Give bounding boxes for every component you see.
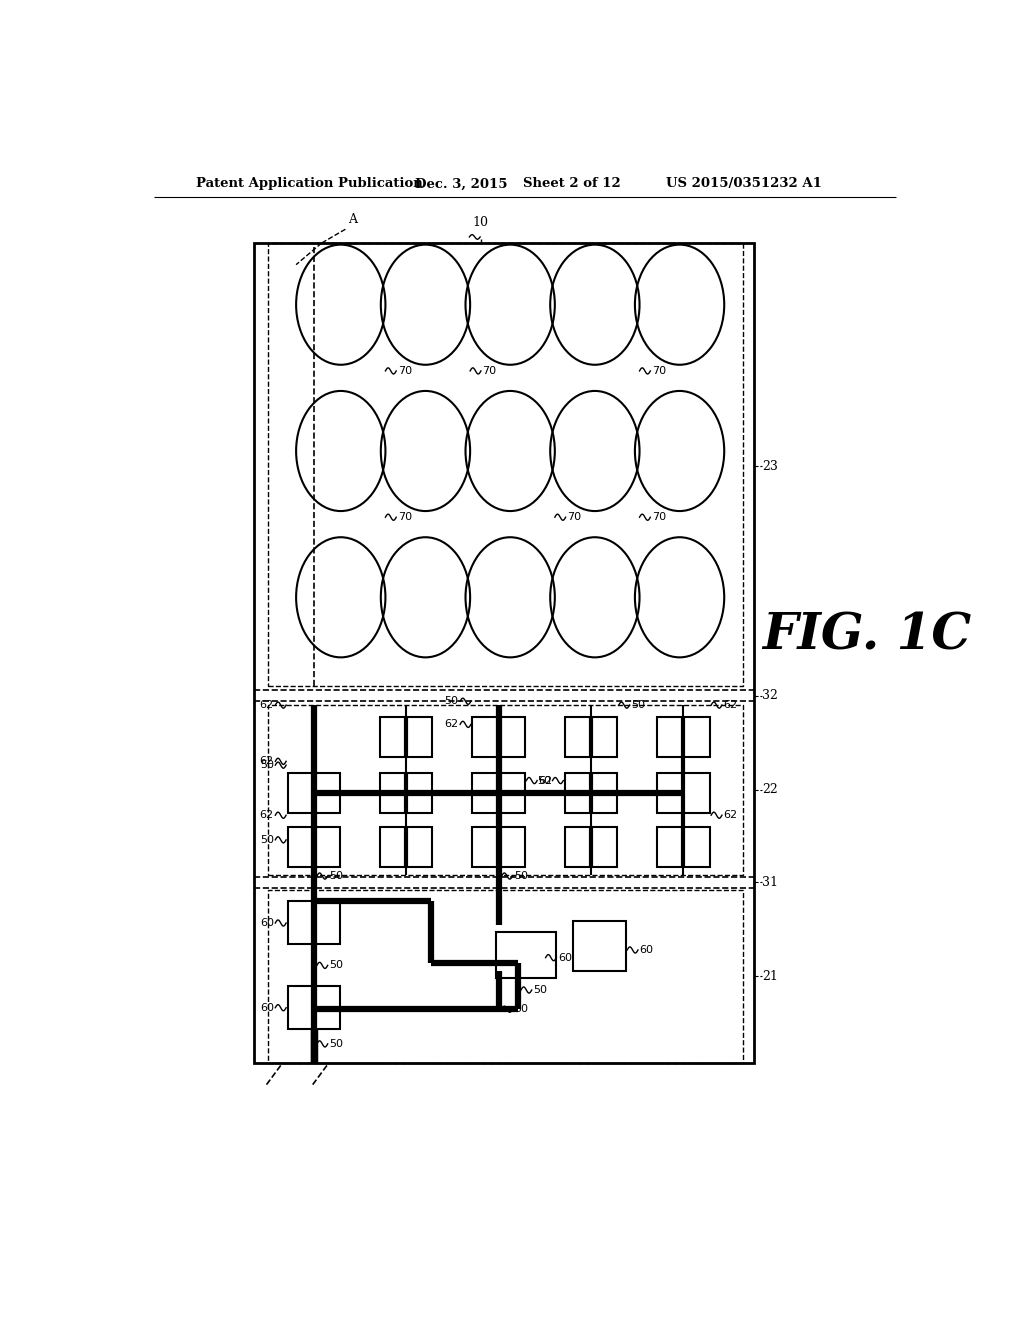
Text: 32: 32 <box>762 689 778 702</box>
Text: 50: 50 <box>330 871 343 880</box>
Bar <box>565 717 617 756</box>
Text: 50: 50 <box>330 1039 343 1049</box>
Text: 62: 62 <box>260 700 273 710</box>
Text: 50: 50 <box>631 700 645 710</box>
Text: 23: 23 <box>762 459 778 473</box>
Bar <box>657 826 710 867</box>
Bar <box>288 902 340 944</box>
Text: 70: 70 <box>397 366 412 376</box>
Bar <box>472 826 524 867</box>
Text: 50: 50 <box>260 834 273 845</box>
Bar <box>267 890 743 1063</box>
Text: 50: 50 <box>514 871 528 880</box>
Bar <box>380 717 432 756</box>
Text: 50: 50 <box>330 961 343 970</box>
Bar <box>657 774 710 813</box>
Text: 60: 60 <box>260 1003 273 1012</box>
Text: FIG. 1C: FIG. 1C <box>762 611 971 660</box>
Text: US 2015/0351232 A1: US 2015/0351232 A1 <box>666 177 821 190</box>
Text: 62: 62 <box>260 756 273 767</box>
Text: 62: 62 <box>260 810 273 820</box>
Bar <box>472 774 524 813</box>
Bar <box>288 826 340 867</box>
Text: 60: 60 <box>558 953 572 962</box>
Text: 70: 70 <box>567 512 582 523</box>
Text: 22: 22 <box>762 783 777 796</box>
Text: 60: 60 <box>260 917 273 928</box>
Bar <box>267 705 743 875</box>
Text: 70: 70 <box>652 512 666 523</box>
Text: Patent Application Publication: Patent Application Publication <box>196 177 423 190</box>
Text: 62: 62 <box>724 810 737 820</box>
Text: 50: 50 <box>537 776 551 785</box>
Bar <box>565 826 617 867</box>
Text: 70: 70 <box>397 512 412 523</box>
Text: 62: 62 <box>444 719 459 730</box>
Bar <box>380 774 432 813</box>
Bar <box>288 774 340 813</box>
Text: 62: 62 <box>724 700 737 710</box>
Text: Sheet 2 of 12: Sheet 2 of 12 <box>523 177 621 190</box>
Bar <box>288 986 340 1028</box>
Bar <box>496 932 556 978</box>
Text: Dec. 3, 2015: Dec. 3, 2015 <box>416 177 508 190</box>
Bar <box>472 717 524 756</box>
Text: 60: 60 <box>640 945 653 954</box>
Text: 70: 70 <box>482 366 497 376</box>
Text: 10: 10 <box>473 216 488 230</box>
Bar <box>573 921 626 970</box>
Text: 21: 21 <box>762 970 778 982</box>
Bar <box>380 826 432 867</box>
Bar <box>267 243 743 686</box>
Text: 70: 70 <box>652 366 666 376</box>
Bar <box>657 717 710 756</box>
Text: A: A <box>348 213 356 226</box>
Text: 50: 50 <box>444 696 459 706</box>
Text: 50: 50 <box>260 760 273 770</box>
Bar <box>565 774 617 813</box>
Text: 62: 62 <box>539 776 553 785</box>
Text: 31: 31 <box>762 875 778 888</box>
Text: 50: 50 <box>534 985 547 995</box>
Text: 50: 50 <box>514 1005 528 1014</box>
Bar <box>254 243 755 1063</box>
